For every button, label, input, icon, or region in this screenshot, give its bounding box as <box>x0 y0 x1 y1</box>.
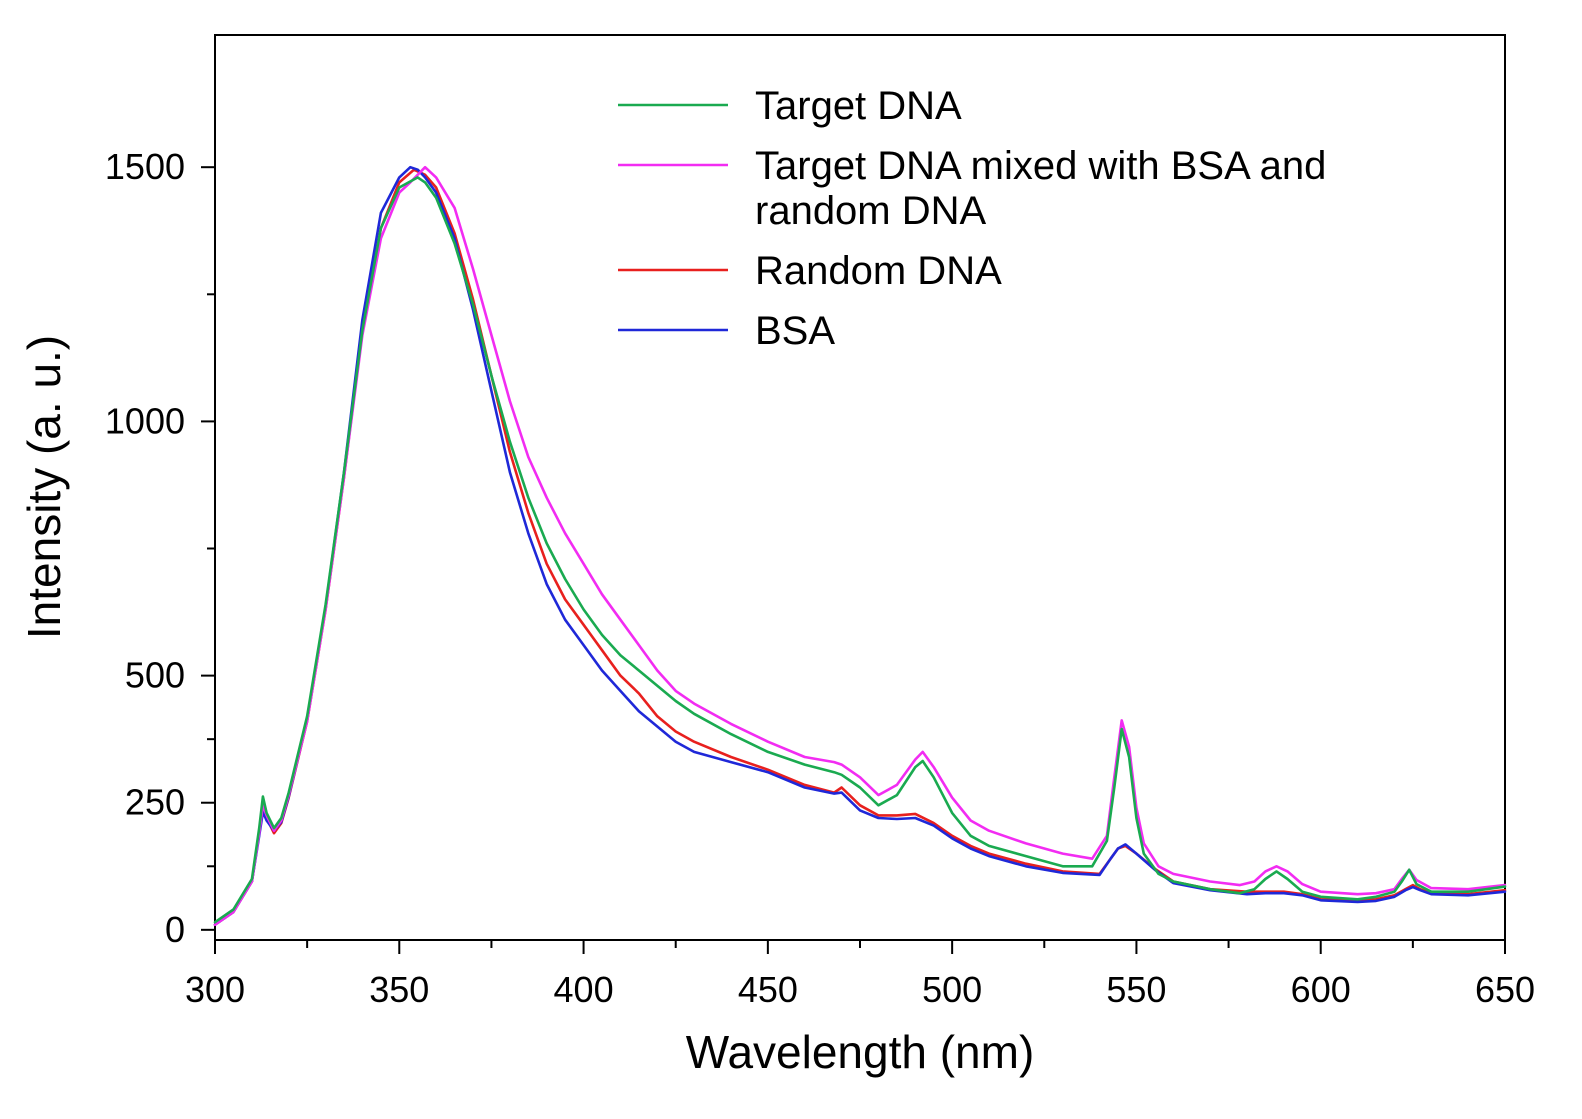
x-tick-label: 500 <box>922 969 982 1010</box>
y-tick-label: 0 <box>165 909 185 950</box>
legend-label: Target DNA mixed with BSA and <box>755 144 1326 188</box>
x-axis: 300 350 400 450 500 550 600 650 <box>185 940 1535 1010</box>
x-axis-title: Wavelength (nm) <box>686 1026 1035 1078</box>
legend-label: random DNA <box>755 189 987 233</box>
legend-label: BSA <box>755 309 835 353</box>
y-tick-label: 1000 <box>105 400 185 441</box>
legend: Target DNA Target DNA mixed with BSA andr… <box>618 84 1326 353</box>
x-tick-label: 550 <box>1106 969 1166 1010</box>
series-line-target-dna <box>213 176 1507 924</box>
y-axis-title: Intensity (a. u.) <box>18 335 70 639</box>
x-tick-label: 350 <box>369 969 429 1010</box>
x-tick-label: 450 <box>738 969 798 1010</box>
x-tick-label: 300 <box>185 969 245 1010</box>
x-tick-label: 650 <box>1475 969 1535 1010</box>
y-axis: 0 250 500 1000 1500 <box>105 146 215 950</box>
legend-label: Random DNA <box>755 249 1002 293</box>
x-tick-label: 400 <box>554 969 614 1010</box>
y-tick-label: 250 <box>125 782 185 823</box>
plot-area <box>213 165 1507 927</box>
y-tick-label: 1500 <box>105 146 185 187</box>
x-tick-label: 600 <box>1291 969 1351 1010</box>
y-tick-label: 500 <box>125 655 185 696</box>
legend-label: Target DNA <box>755 84 962 128</box>
